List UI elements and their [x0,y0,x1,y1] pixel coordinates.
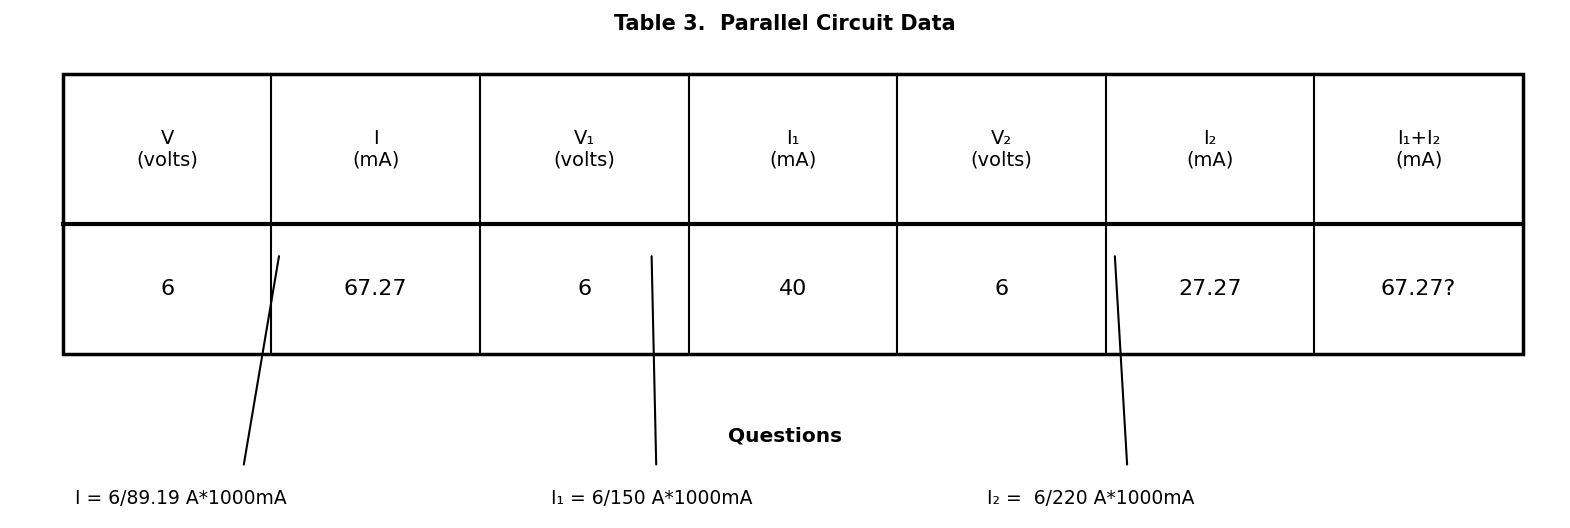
Text: 40: 40 [779,279,807,299]
Text: 6: 6 [578,279,592,299]
Text: I₂ =  6/220 A*1000mA: I₂ = 6/220 A*1000mA [988,489,1195,508]
Text: I₂
(mA): I₂ (mA) [1187,129,1234,169]
Text: V
(volts): V (volts) [137,129,198,169]
Text: Questions: Questions [728,426,842,445]
Text: 6: 6 [994,279,1008,299]
Text: I₁
(mA): I₁ (mA) [769,129,816,169]
Bar [63,74,1523,354]
Text: I
(mA): I (mA) [352,129,399,169]
Text: 67.27: 67.27 [344,279,408,299]
Text: Table 3.  Parallel Circuit Data: Table 3. Parallel Circuit Data [614,14,956,34]
Text: I₁ = 6/150 A*1000mA: I₁ = 6/150 A*1000mA [551,489,752,508]
Text: I = 6/89.19 A*1000mA: I = 6/89.19 A*1000mA [75,489,286,508]
Text: V₁
(volts): V₁ (volts) [553,129,615,169]
Text: 6: 6 [160,279,174,299]
Text: 27.27: 27.27 [1178,279,1242,299]
Text: I₁+I₂
(mA): I₁+I₂ (mA) [1394,129,1443,169]
Text: 67.27?: 67.27? [1382,279,1457,299]
Text: V₂
(volts): V₂ (volts) [970,129,1033,169]
